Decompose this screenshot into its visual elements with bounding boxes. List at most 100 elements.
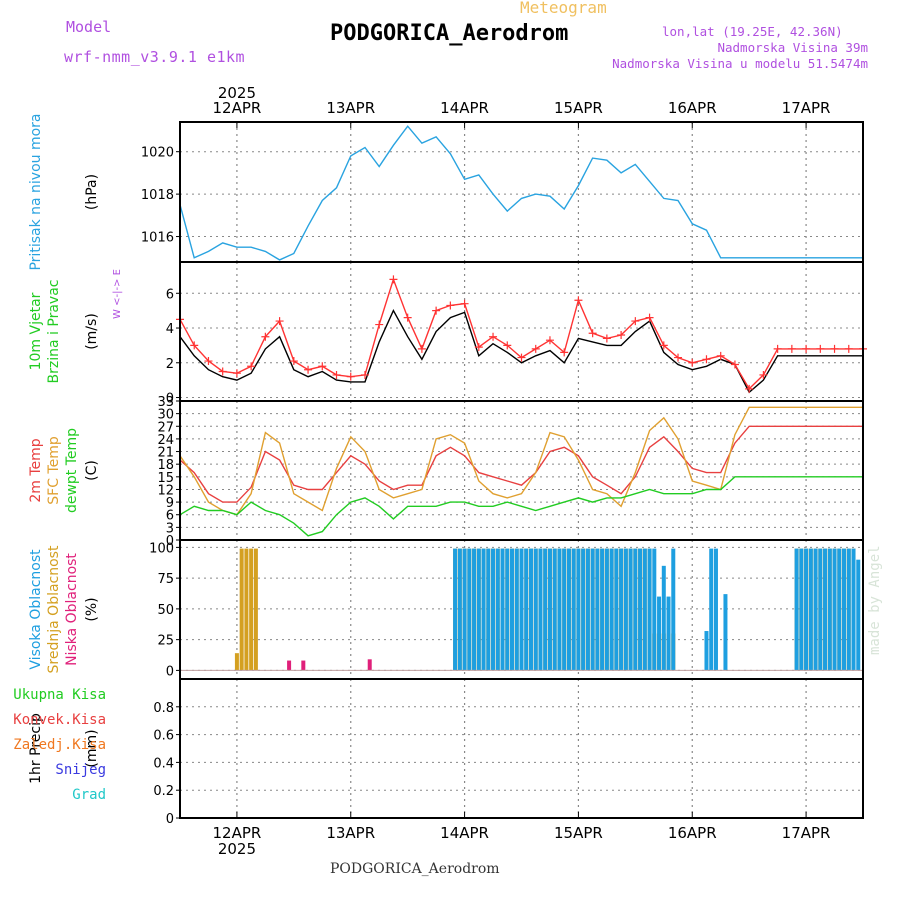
y-tick-label: 4 bbox=[166, 322, 174, 337]
cloud-bar bbox=[813, 548, 818, 671]
gust-marker bbox=[304, 365, 313, 374]
model-name: wrf-nmm_v3.9.1 e1km bbox=[64, 48, 246, 66]
y-tick-label: 12 bbox=[157, 483, 174, 498]
cloud-bar bbox=[595, 548, 600, 671]
bottom-date-label: 15APR bbox=[554, 824, 603, 842]
gust-marker bbox=[375, 320, 384, 329]
gust-marker bbox=[503, 341, 512, 350]
cloud-bar bbox=[661, 565, 666, 671]
wind-series-speed bbox=[179, 309, 863, 394]
cloud-bar bbox=[704, 631, 709, 671]
temperature-unit: (C) bbox=[84, 460, 100, 481]
cloud-bar bbox=[528, 548, 533, 671]
y-tick-label: 0 bbox=[166, 664, 174, 679]
cloud-bar bbox=[253, 548, 258, 671]
pressure-frame bbox=[179, 121, 864, 263]
y-tick-label: 9 bbox=[166, 496, 174, 511]
cloud-bar bbox=[642, 548, 647, 671]
y-tick-label: 0.6 bbox=[153, 729, 174, 744]
cloud-bar bbox=[723, 594, 728, 671]
gust-marker bbox=[218, 367, 227, 376]
cloud-bar bbox=[500, 548, 505, 671]
bottom-date-label: 12APR bbox=[213, 824, 262, 842]
gust-marker bbox=[588, 329, 597, 338]
cloud-bar bbox=[609, 548, 614, 671]
y-tick-label: 50 bbox=[157, 603, 174, 618]
cloud-bar bbox=[547, 548, 552, 671]
cloud-bar bbox=[600, 548, 605, 671]
top-year-label: 2025 bbox=[218, 84, 256, 102]
cloud-bar bbox=[462, 548, 467, 671]
station-title: PODGORICA_Aerodrom bbox=[330, 21, 569, 46]
y-tick-label: 100 bbox=[149, 541, 174, 556]
cloud-bar bbox=[566, 548, 571, 671]
y-tick-label: 0 bbox=[166, 812, 174, 827]
bottom-date-label: 13APR bbox=[326, 824, 375, 842]
cloud-bar bbox=[794, 548, 799, 671]
cloud-bar bbox=[652, 548, 657, 671]
cloud-bar bbox=[856, 559, 861, 671]
cloud-bar bbox=[638, 548, 643, 671]
cloud-bar bbox=[467, 548, 472, 671]
precip-legend-2: Zaledj.Kisa bbox=[13, 737, 106, 753]
cloud-bar bbox=[604, 548, 609, 671]
cloud-bar bbox=[623, 548, 628, 671]
precip-unit: (mm) bbox=[84, 729, 100, 767]
precip-legend-4: Grad bbox=[72, 787, 106, 803]
cloud-bar bbox=[249, 548, 254, 671]
gust-marker bbox=[446, 301, 455, 310]
bottom-date-label: 17APR bbox=[782, 824, 831, 842]
cloud-bar bbox=[486, 548, 491, 671]
wind-label-1: Brzina i Pravac bbox=[46, 280, 62, 384]
gust-marker bbox=[659, 341, 668, 350]
y-tick-label: 25 bbox=[157, 634, 174, 649]
cloud-bar bbox=[818, 548, 823, 671]
watermark: made by Angel bbox=[867, 545, 883, 655]
y-tick-label: 0.4 bbox=[153, 756, 174, 771]
cloud-bar bbox=[846, 548, 851, 671]
cloud-bar bbox=[457, 548, 462, 671]
wind-panel: 0 2 4 6 10m Vjetar Brzina i Pravac (m/s) bbox=[28, 261, 867, 407]
y-tick-label: 18 bbox=[157, 458, 174, 473]
cloud-bar bbox=[633, 548, 638, 671]
cloud-bar bbox=[234, 653, 239, 671]
bottom-year-label: 2025 bbox=[218, 840, 256, 858]
pressure-panel: 1016 1018 1020 Pritisak na nivou mora (hPa) bbox=[28, 113, 864, 271]
gust-marker bbox=[688, 358, 697, 367]
gust-marker bbox=[560, 348, 569, 357]
cloud-label-1: Srednja Oblacnost bbox=[46, 545, 62, 673]
cloud-bar bbox=[476, 548, 481, 671]
temperature-label-1: SFC Temp bbox=[46, 436, 62, 505]
gust-marker bbox=[190, 341, 199, 350]
gust-marker bbox=[802, 344, 811, 353]
top-date-label: 16APR bbox=[668, 99, 717, 117]
gust-marker bbox=[617, 330, 626, 339]
cloud-panel: 0 25 50 75 100 Visoka Oblacnost Srednja Oblacn… bbox=[28, 539, 864, 680]
gust-marker bbox=[489, 332, 498, 341]
cloud-bar bbox=[244, 548, 249, 671]
y-tick-label: 30 bbox=[157, 408, 174, 423]
wind-series-gust bbox=[179, 277, 863, 390]
y-tick-label: 6 bbox=[166, 287, 174, 302]
y-tick-label: 33 bbox=[157, 395, 174, 410]
gust-marker bbox=[844, 344, 853, 353]
y-tick-label: 27 bbox=[157, 420, 174, 435]
cloud-bar bbox=[367, 659, 372, 671]
gust-marker bbox=[474, 343, 483, 352]
cloud-bar bbox=[491, 548, 496, 671]
cloud-bar bbox=[239, 548, 244, 671]
cloud-bar bbox=[533, 548, 538, 671]
wind-unit: (m/s) bbox=[84, 313, 100, 350]
y-tick-label: 1018 bbox=[141, 188, 174, 203]
cloud-bar bbox=[301, 660, 306, 671]
cloud-bar bbox=[505, 548, 510, 671]
model-label: Model bbox=[66, 18, 112, 36]
y-tick-label: 15 bbox=[157, 471, 174, 486]
top-date-label: 15APR bbox=[554, 99, 603, 117]
gust-marker bbox=[517, 353, 526, 362]
gust-marker bbox=[204, 357, 213, 366]
gust-marker bbox=[346, 372, 355, 381]
cloud-bar bbox=[808, 548, 813, 671]
cloud-bar bbox=[590, 548, 595, 671]
